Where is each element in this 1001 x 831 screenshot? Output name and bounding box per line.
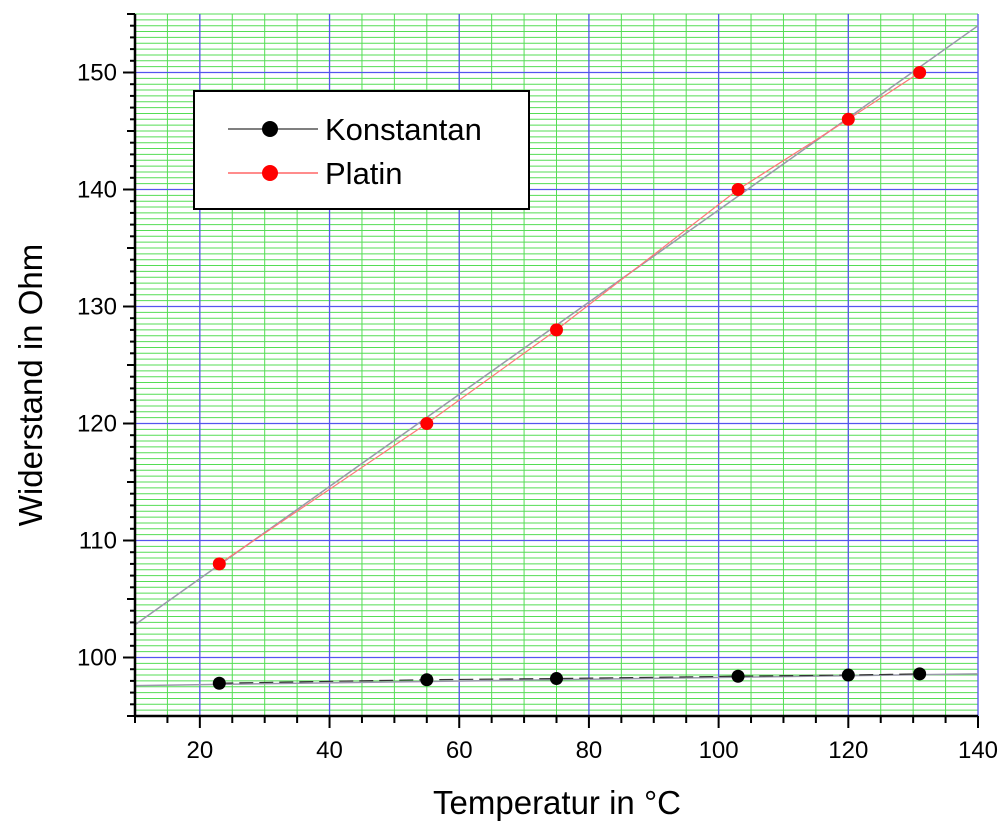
data-point-konstantan <box>841 668 855 682</box>
data-point-konstantan <box>913 667 927 681</box>
x-tick-label: 20 <box>186 737 213 764</box>
legend-entry-konstantan: Konstantan <box>228 112 482 147</box>
legend: Konstantan Platin <box>193 90 530 210</box>
legend-entry-platin: Platin <box>228 156 403 191</box>
data-point-platin <box>420 417 434 430</box>
data-point-platin <box>913 66 927 79</box>
legend-label-konstantan: Konstantan <box>325 112 482 147</box>
axes: 100 110 120 130 140 150 20 40 60 80 100 120 140 <box>77 13 998 764</box>
grid <box>134 13 979 717</box>
legend-label-platin: Platin <box>325 156 403 191</box>
x-tick-label: 40 <box>316 737 343 764</box>
data-point-konstantan <box>731 669 745 683</box>
y-tick-label: 140 <box>77 177 117 204</box>
x-tick-label: 120 <box>828 737 868 764</box>
x-tick-label: 140 <box>958 737 998 764</box>
data-point-konstantan <box>550 672 563 686</box>
y-tick-label: 110 <box>79 528 117 555</box>
x-tick-label: 60 <box>446 737 473 764</box>
x-axis-title: Temperatur in °C <box>433 784 681 821</box>
y-tick-label: 120 <box>77 411 117 438</box>
legend-marker-konstantan <box>262 121 278 137</box>
series-line-konstantan <box>219 673 920 684</box>
x-tick-label: 100 <box>699 737 739 764</box>
data-point-platin <box>731 183 745 196</box>
data-point-platin <box>212 557 226 571</box>
legend-marker-platin <box>262 165 278 181</box>
x-tick-label: 80 <box>576 737 603 764</box>
y-tick-label: 130 <box>77 294 117 321</box>
data-point-platin <box>550 323 563 337</box>
series-line-platin <box>218 71 920 565</box>
y-axis-title: Widerstand in Ohm <box>12 244 49 526</box>
legend-box <box>193 90 530 210</box>
data-point-konstantan <box>212 676 226 690</box>
data-point-konstantan <box>420 673 434 687</box>
y-tick-label: 150 <box>77 60 117 87</box>
data-point-platin <box>841 112 855 126</box>
y-tick-label: 100 <box>77 645 117 672</box>
data-markers <box>212 66 927 690</box>
